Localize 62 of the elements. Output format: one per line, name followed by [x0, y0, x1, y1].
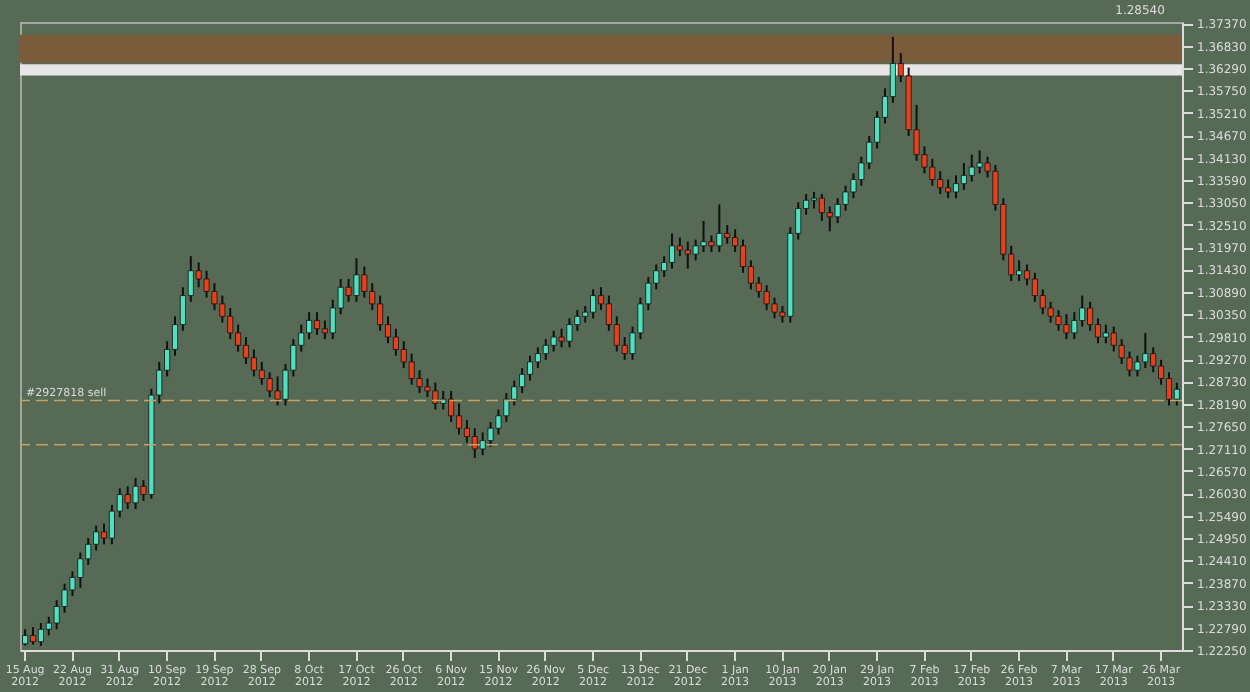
candlestick — [534, 346, 541, 370]
candlestick — [700, 219, 707, 254]
candlestick — [243, 336, 250, 365]
candlestick — [448, 389, 455, 424]
candlestick — [566, 317, 573, 349]
candlestick — [37, 622, 44, 647]
candlestick — [353, 257, 360, 303]
candlestick — [1031, 271, 1038, 303]
candlestick — [519, 367, 526, 394]
candlestick — [1110, 325, 1117, 353]
candlestick — [250, 348, 257, 378]
candlestick — [1079, 294, 1086, 328]
candlestick — [463, 418, 470, 444]
candlestick — [314, 311, 321, 336]
candlestick — [692, 238, 699, 262]
candlestick — [227, 307, 234, 341]
candlestick — [1055, 309, 1062, 332]
candlestick — [968, 153, 975, 183]
candlestick — [763, 284, 770, 312]
candlestick — [550, 329, 557, 353]
candlestick — [1087, 300, 1094, 332]
candlestick — [235, 323, 242, 353]
candlestick — [976, 149, 983, 175]
candlestick — [258, 360, 265, 386]
candlestick — [132, 476, 139, 511]
candlestick — [377, 294, 384, 332]
candlestick — [676, 236, 683, 258]
candlestick — [1173, 381, 1180, 407]
candlestick — [542, 338, 549, 361]
candlestick — [392, 327, 399, 357]
candlestick — [937, 170, 944, 196]
candlestick — [1063, 313, 1070, 341]
candlestick — [558, 327, 565, 349]
candlestick — [456, 402, 462, 436]
candlestick — [669, 232, 675, 270]
candlestick — [834, 197, 841, 225]
candlestick — [345, 278, 352, 303]
candlestick — [527, 354, 533, 382]
candlestick — [724, 224, 731, 245]
candlestick — [479, 431, 486, 457]
candlestick — [1102, 323, 1109, 345]
candlestick — [1165, 371, 1172, 407]
candlestick — [684, 240, 691, 270]
candlestick — [590, 288, 597, 320]
candlestick — [929, 157, 936, 187]
candlestick — [432, 381, 439, 411]
candlestick — [1150, 346, 1157, 374]
candlestick — [1016, 259, 1023, 283]
candlestick — [306, 311, 313, 341]
candlestick — [440, 389, 447, 411]
candlestick — [716, 203, 723, 254]
candlestick — [124, 485, 131, 511]
candlestick — [945, 178, 952, 200]
candlestick — [195, 261, 202, 289]
candlestick — [826, 205, 833, 233]
candlestick — [274, 375, 281, 407]
candlestick — [952, 174, 959, 200]
candlestick — [93, 524, 100, 552]
candlestick — [1142, 331, 1149, 370]
candlestick — [818, 193, 825, 222]
candlestick — [960, 161, 967, 191]
candlestick — [471, 427, 478, 460]
